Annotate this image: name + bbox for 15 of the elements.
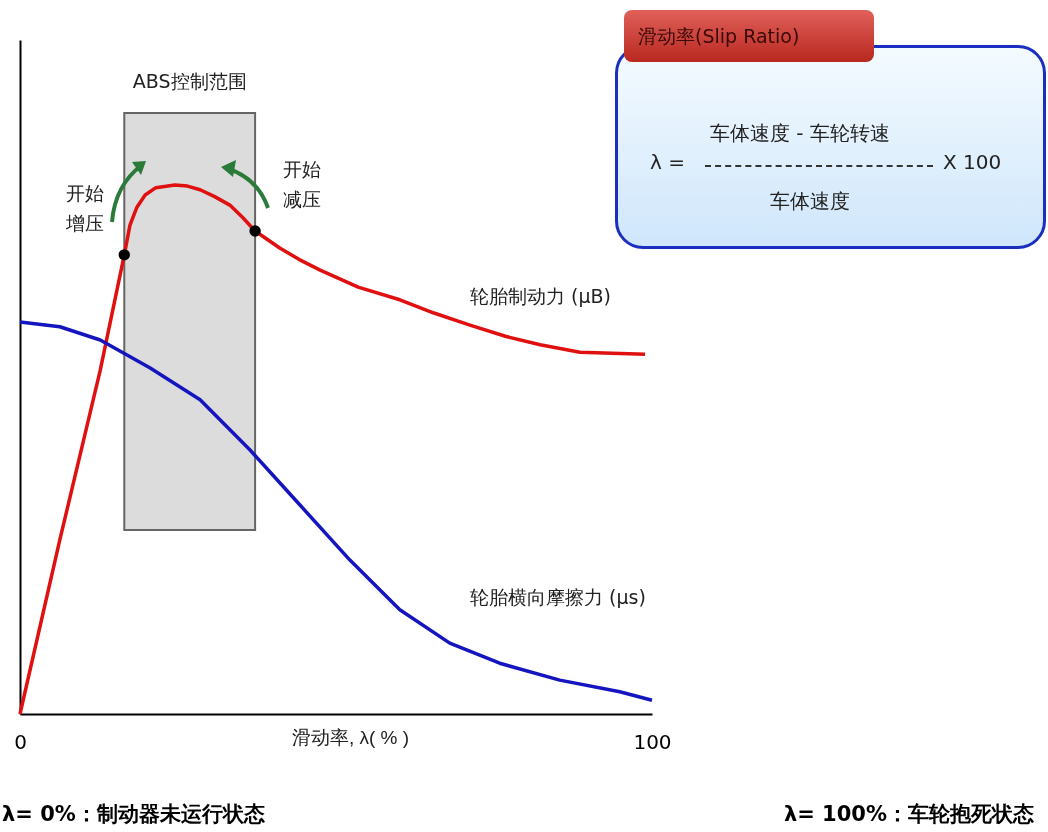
x-tick-label: 100 [633,729,672,754]
x-axis-title: 滑动率, λ( % ) [291,726,410,748]
text: λ= 100%：车轮抱死状态 [783,801,1034,828]
band-label: ABS控制范围 [132,70,247,92]
text: λ= 0%：制动器未运行状态 [2,801,265,828]
text: 滑动率(Slip Ratio) [624,10,874,62]
text: 轮胎横向摩擦力 (μs) [469,586,646,609]
text: λ = [650,150,685,174]
text: 车体速度 - 车轮转速 [710,120,890,147]
series-label: 轮胎制动力 (μB) [469,285,611,308]
annotation: 开始增压 [65,181,105,234]
annotation: 开始减压 [283,158,322,211]
text: X 100 [943,150,1002,174]
x-tick-label: 0 [14,729,27,754]
text: 车体速度 [770,188,850,215]
